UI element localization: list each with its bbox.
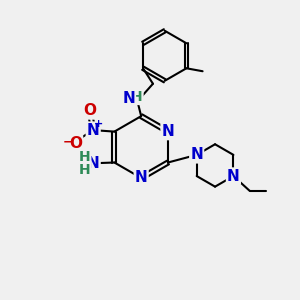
Text: N: N	[135, 170, 148, 185]
Text: H: H	[79, 163, 91, 177]
Text: N: N	[162, 124, 174, 139]
Text: N: N	[227, 169, 240, 184]
Text: H: H	[131, 90, 142, 104]
Text: N: N	[122, 91, 135, 106]
Text: −: −	[62, 135, 73, 148]
Text: O: O	[84, 103, 97, 118]
Text: N: N	[190, 147, 203, 162]
Text: N: N	[87, 123, 100, 138]
Text: N: N	[87, 156, 100, 171]
Text: O: O	[69, 136, 82, 151]
Text: H: H	[79, 150, 91, 164]
Text: +: +	[94, 118, 103, 129]
